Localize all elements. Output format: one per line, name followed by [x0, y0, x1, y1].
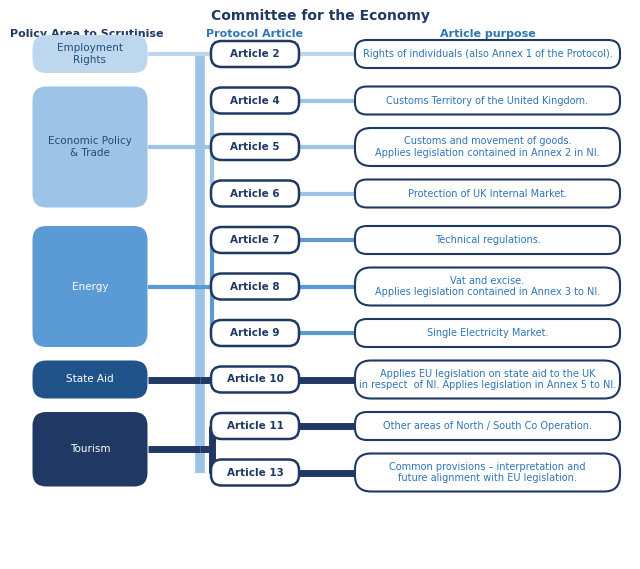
- FancyBboxPatch shape: [33, 35, 147, 73]
- Text: Protection of UK Internal Market.: Protection of UK Internal Market.: [408, 188, 567, 199]
- Text: Tourism: Tourism: [70, 444, 110, 454]
- Text: Rights of individuals (also Annex 1 of the Protocol).: Rights of individuals (also Annex 1 of t…: [363, 49, 612, 59]
- Text: Customs and movement of goods.
Applies legislation contained in Annex 2 in NI.: Customs and movement of goods. Applies l…: [375, 136, 600, 158]
- FancyBboxPatch shape: [211, 366, 299, 393]
- FancyBboxPatch shape: [355, 40, 620, 68]
- FancyBboxPatch shape: [211, 180, 299, 207]
- Text: Other areas of North / South Co Operation.: Other areas of North / South Co Operatio…: [383, 421, 592, 431]
- Text: Article 6: Article 6: [230, 188, 280, 199]
- Text: Single Electricity Market.: Single Electricity Market.: [427, 328, 548, 338]
- Text: Article 8: Article 8: [230, 282, 280, 291]
- Text: Common provisions – interpretation and
future alignment with EU legislation.: Common provisions – interpretation and f…: [389, 461, 586, 483]
- FancyBboxPatch shape: [355, 453, 620, 492]
- Text: Article 5: Article 5: [230, 142, 280, 152]
- FancyBboxPatch shape: [211, 460, 299, 485]
- FancyBboxPatch shape: [355, 86, 620, 114]
- FancyBboxPatch shape: [211, 413, 299, 439]
- FancyBboxPatch shape: [355, 412, 620, 440]
- FancyBboxPatch shape: [211, 227, 299, 253]
- FancyBboxPatch shape: [211, 88, 299, 113]
- FancyBboxPatch shape: [211, 134, 299, 160]
- Text: Vat and excise.
Applies legislation contained in Annex 3 to NI.: Vat and excise. Applies legislation cont…: [375, 276, 600, 297]
- FancyBboxPatch shape: [355, 267, 620, 306]
- Text: Article 4: Article 4: [230, 96, 280, 105]
- FancyBboxPatch shape: [355, 319, 620, 347]
- Text: Employment
Rights: Employment Rights: [57, 43, 123, 65]
- FancyBboxPatch shape: [33, 361, 147, 398]
- FancyBboxPatch shape: [211, 41, 299, 67]
- FancyBboxPatch shape: [355, 361, 620, 398]
- Text: Customs Territory of the United Kingdom.: Customs Territory of the United Kingdom.: [387, 96, 589, 105]
- Text: Article 7: Article 7: [230, 235, 280, 245]
- Text: Protocol Article: Protocol Article: [207, 29, 303, 39]
- Text: Article 9: Article 9: [230, 328, 280, 338]
- Text: Energy: Energy: [72, 282, 108, 291]
- Text: Economic Policy
& Trade: Economic Policy & Trade: [48, 136, 132, 158]
- FancyBboxPatch shape: [33, 412, 147, 486]
- FancyBboxPatch shape: [211, 320, 299, 346]
- Text: Article 13: Article 13: [227, 468, 284, 477]
- Text: Committee for the Economy: Committee for the Economy: [211, 9, 429, 23]
- Text: Article purpose: Article purpose: [440, 29, 536, 39]
- FancyBboxPatch shape: [33, 226, 147, 347]
- Text: Technical regulations.: Technical regulations.: [435, 235, 540, 245]
- Text: Applies EU legislation on state aid to the UK
in respect  of NI. Applies legisla: Applies EU legislation on state aid to t…: [359, 369, 616, 390]
- Text: State Aid: State Aid: [66, 374, 114, 385]
- Text: Policy Area to Scrutinise: Policy Area to Scrutinise: [10, 29, 163, 39]
- Text: Article 10: Article 10: [227, 374, 284, 385]
- Text: Article 11: Article 11: [227, 421, 284, 431]
- FancyBboxPatch shape: [211, 274, 299, 299]
- Text: Article 2: Article 2: [230, 49, 280, 59]
- FancyBboxPatch shape: [355, 128, 620, 166]
- FancyBboxPatch shape: [33, 86, 147, 208]
- FancyBboxPatch shape: [355, 226, 620, 254]
- FancyBboxPatch shape: [355, 179, 620, 208]
